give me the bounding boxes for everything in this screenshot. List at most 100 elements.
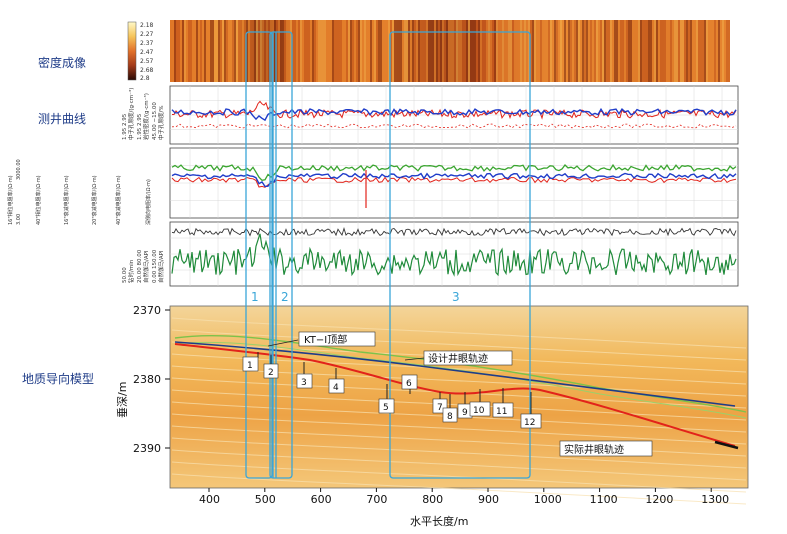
density-image-stripe — [636, 20, 638, 82]
density-image-stripe — [444, 20, 446, 82]
density-image-stripe — [214, 20, 216, 82]
density-image-stripe — [396, 20, 398, 82]
density-image-stripe — [712, 20, 714, 82]
density-image-stripe — [198, 20, 200, 82]
density-image-stripe — [462, 20, 464, 82]
kt1-top-label: KT−I顶部 — [304, 333, 347, 346]
log-track-4 — [169, 221, 739, 287]
x-axis-title: 水平长度/m — [410, 514, 468, 528]
density-image-stripe — [244, 20, 246, 82]
colorbar-tick: 2.57 — [140, 58, 154, 65]
density-image-stripe — [408, 20, 410, 82]
model-annotations: KT−I顶部 设计井眼轨迹 实际井眼轨迹 — [267, 331, 653, 457]
density-image-stripe — [678, 20, 680, 82]
density-image-stripe — [294, 20, 296, 82]
density-image-stripe — [528, 20, 530, 82]
density-image-stripe — [544, 20, 546, 82]
density-image-stripe — [188, 20, 190, 82]
density-image-stripe — [296, 20, 298, 82]
density-image-stripe — [362, 20, 364, 82]
svg-text:3: 3 — [301, 378, 307, 388]
density-image-stripe — [300, 20, 302, 82]
density-image-stripe — [308, 20, 310, 82]
density-image-stripe — [316, 20, 318, 82]
density-image-stripe — [420, 20, 422, 82]
colorbar-tick: 2.8 — [140, 75, 150, 82]
density-image-stripe — [256, 20, 258, 82]
density-image-stripe — [504, 20, 506, 82]
density-image-stripe — [352, 20, 354, 82]
density-image-stripe — [688, 20, 690, 82]
x-tick: 900 — [478, 493, 499, 506]
density-image-stripe — [226, 20, 228, 82]
density-image-stripe — [264, 20, 266, 82]
density-image-stripe — [696, 20, 698, 82]
density-image-stripe — [500, 20, 502, 82]
density-image-stripe — [434, 20, 436, 82]
density-image-stripe — [446, 20, 448, 82]
svg-text:9: 9 — [462, 408, 468, 418]
density-image-stripe — [680, 20, 682, 82]
zone-boxes — [245, 31, 531, 479]
density-image-stripe — [562, 20, 564, 82]
density-image-stripe — [182, 20, 184, 82]
density-image-stripe — [260, 20, 262, 82]
density-image-stripe — [582, 20, 584, 82]
svg-text:4: 4 — [333, 383, 339, 393]
track4-label: 钻时/min — [127, 259, 135, 283]
density-image-stripe — [312, 20, 314, 82]
density-image-stripe — [484, 20, 486, 82]
density-image-stripe — [378, 20, 380, 82]
density-image-stripe — [522, 20, 524, 82]
marker-9: 9 — [457, 392, 473, 419]
svg-text:12: 12 — [524, 418, 535, 428]
density-image-stripe — [666, 20, 668, 82]
density-image-stripe — [252, 20, 254, 82]
density-image-stripe — [590, 20, 592, 82]
density-image-stripe — [606, 20, 608, 82]
model-x-axis: 400 500 600 700 800 900 1000 1100 1200 1300 — [199, 488, 729, 506]
marker-1: 1 — [242, 352, 259, 372]
colorbar — [127, 21, 137, 81]
density-image-stripe — [326, 20, 328, 82]
zone-2-box — [269, 31, 293, 479]
density-image-stripe — [548, 20, 550, 82]
density-image-stripe — [322, 20, 324, 82]
y-tick: 2390 — [133, 442, 161, 455]
density-image-stripe — [454, 20, 456, 82]
density-image-stripe — [510, 20, 512, 82]
density-image-stripe — [314, 20, 316, 82]
density-image-stripe — [498, 20, 500, 82]
density-image-stripe — [472, 20, 474, 82]
density-image-stripe — [338, 20, 340, 82]
x-tick: 400 — [199, 493, 220, 506]
density-image-stripe — [468, 20, 470, 82]
density-image-stripe — [570, 20, 572, 82]
track3-label: 16"衰减电阻率/(Ω·m) — [63, 175, 70, 225]
colorbar-tick: 2.37 — [140, 40, 154, 47]
density-image-stripe — [616, 20, 618, 82]
density-image-stripe — [218, 20, 220, 82]
x-tick: 600 — [311, 493, 332, 506]
colorbar-tick: 2.27 — [140, 31, 154, 38]
density-image-stripe — [304, 20, 306, 82]
density-image-stripe — [708, 20, 710, 82]
density-image-stripe — [194, 20, 196, 82]
density-image-stripe — [384, 20, 386, 82]
density-image-stripe — [206, 20, 208, 82]
y-axis-title: 垂深/m — [116, 382, 129, 418]
density-image-stripe — [644, 20, 646, 82]
density-image-stripe — [478, 20, 480, 82]
density-image-stripe — [332, 20, 334, 82]
density-image-stripe — [632, 20, 634, 82]
density-image-stripe — [204, 20, 206, 82]
density-image-stripe — [614, 20, 616, 82]
density-image-stripe — [604, 20, 606, 82]
track2-label: 中子孔隙度/% — [157, 105, 165, 140]
density-image-stripe — [268, 20, 270, 82]
track2-label: 1.95 2.95 — [137, 113, 143, 140]
y-tick: 2380 — [133, 373, 161, 386]
density-image-stripe — [328, 20, 330, 82]
density-image-stripe — [222, 20, 224, 82]
density-image-stripe — [618, 20, 620, 82]
